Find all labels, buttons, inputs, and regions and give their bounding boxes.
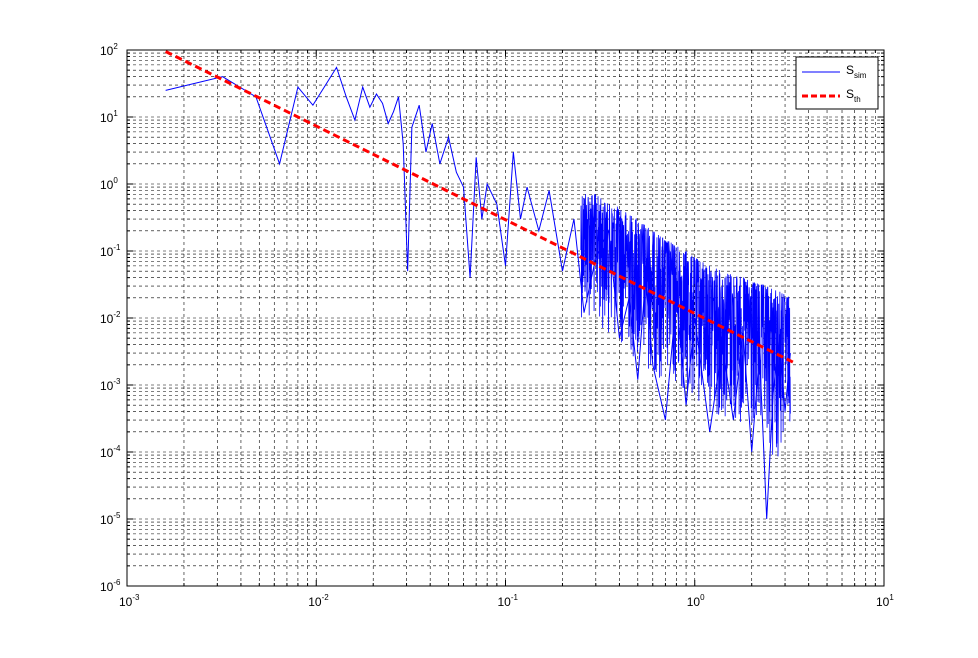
y-tick-label: 10-3 [100, 377, 121, 393]
series-sim-line [165, 66, 791, 520]
y-tick-label: 10-6 [100, 578, 121, 594]
grid [127, 50, 884, 586]
y-tick-label: 102 [100, 42, 118, 58]
x-tick-label: 10-3 [119, 593, 140, 609]
legend-box [795, 56, 879, 110]
y-tick-label: 10-1 [100, 243, 121, 259]
y-tick-label: 100 [100, 176, 118, 192]
x-tick-label: 100 [687, 593, 705, 609]
series-sim-band [580, 194, 791, 457]
legend-label-sim: Ssim [846, 63, 867, 80]
y-tick-label: 10-2 [100, 310, 121, 326]
axes: 10-3 10-2 10-1 100 101 10-6 10-5 10-4 10-3 10-2 10… [100, 42, 894, 609]
ticks [126, 49, 885, 587]
y-tick-label: 10-4 [100, 444, 121, 460]
y-tick-label: 101 [100, 109, 118, 125]
y-tick-label: 10-5 [100, 511, 121, 527]
legend: Ssim Sth [795, 56, 879, 110]
series-th-line [164, 50, 794, 364]
series-layer [164, 50, 794, 520]
tick-labels: 10-3 10-2 10-1 100 101 10-6 10-5 10-4 10-3 10-2 10… [100, 42, 894, 609]
x-tick-label: 10-2 [308, 593, 329, 609]
legend-label-th: Sth [846, 87, 861, 104]
x-tick-label: 10-1 [498, 593, 519, 609]
x-tick-label: 101 [876, 593, 894, 609]
